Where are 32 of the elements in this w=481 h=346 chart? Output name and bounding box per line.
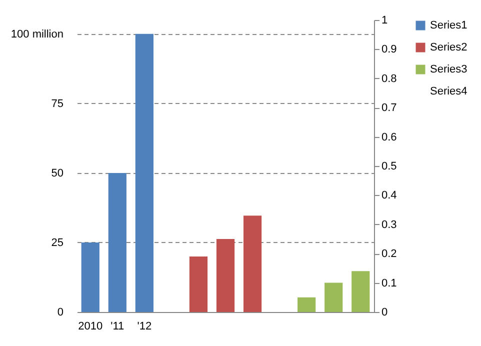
bar xyxy=(81,242,100,312)
y-tick-label: 25 xyxy=(51,236,64,249)
bar xyxy=(243,216,262,312)
legend-label: Series2 xyxy=(430,42,468,54)
y2-tick-label: 0.9 xyxy=(382,44,397,56)
bar xyxy=(135,34,154,312)
y-tick-label: 75 xyxy=(51,98,64,110)
y2-tick-label: 0.5 xyxy=(382,160,397,172)
x-tick-label: '11 xyxy=(110,320,124,332)
text: Series4 xyxy=(430,86,468,98)
bar xyxy=(324,282,343,312)
bar xyxy=(189,256,208,312)
y-tick-label: 50 xyxy=(51,167,64,180)
y-tick-label: 0 xyxy=(57,306,64,318)
y2-tick-label: 0.3 xyxy=(382,218,397,231)
y-tick-label: 100 million xyxy=(10,28,64,40)
bar xyxy=(298,297,316,312)
y2-tick-label: 0.1 xyxy=(382,277,397,290)
y2-tick-label: 0.2 xyxy=(382,248,397,260)
legend-label: Series3 xyxy=(430,64,468,76)
x-tick-label: 2010 xyxy=(78,320,103,332)
y2-tick-label: 1 xyxy=(382,14,388,26)
y2-tick-label: 0.4 xyxy=(382,190,397,202)
bar xyxy=(352,271,370,312)
bar xyxy=(216,239,235,312)
y2-tick-label: 0.8 xyxy=(382,72,397,85)
bar xyxy=(108,172,126,312)
y2-tick-label: 0 xyxy=(382,306,388,318)
y2-tick-label: 0.6 xyxy=(382,131,397,144)
y2-tick-label: 0.7 xyxy=(382,102,397,114)
x-tick-label: '12 xyxy=(137,320,152,332)
legend-label: Series1 xyxy=(430,20,468,32)
